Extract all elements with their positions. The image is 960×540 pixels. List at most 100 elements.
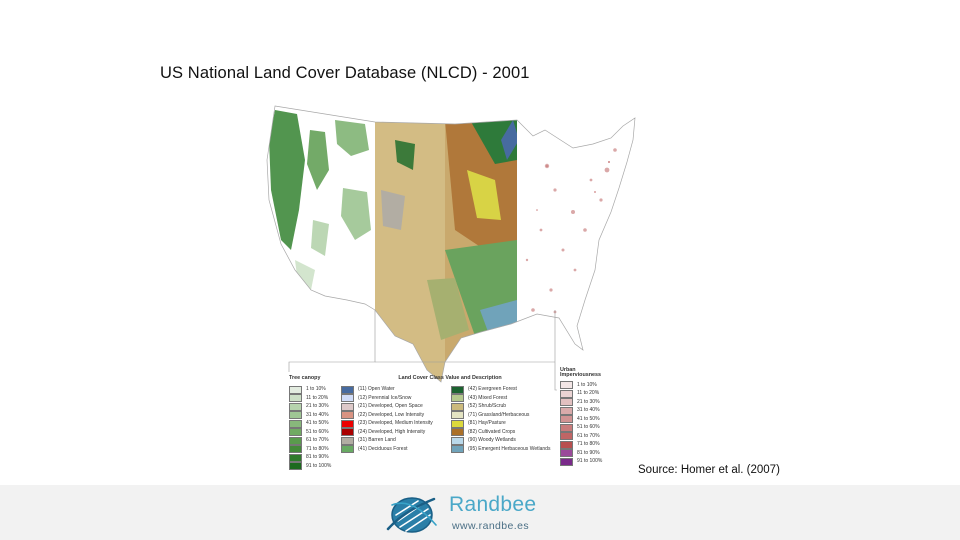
land-cover-legend-label: (82) Cultivated Crops	[468, 428, 516, 435]
land-cover-legend-item: (42) Evergreen Forest	[451, 385, 555, 394]
urban-legend-item: 81 to 90%	[560, 449, 602, 458]
land-cover-legend-item: (43) Mixed Forest	[451, 394, 555, 403]
urban-legend-swatch	[560, 398, 573, 407]
urban-imperviousness-legend: Urban Imperviousness 1 to 10% 11 to 20% 21…	[560, 367, 602, 466]
land-cover-legend-item: (52) Shrub/Scrub	[451, 402, 555, 411]
urban-legend-item: 51 to 60%	[560, 423, 602, 432]
land-cover-legend-swatch	[341, 419, 354, 428]
tree-canopy-legend-swatch	[289, 453, 302, 462]
tree-canopy-legend-label: 61 to 70%	[306, 437, 329, 444]
urban-legend-label: 51 to 60%	[577, 424, 600, 431]
tree-canopy-legend-swatch	[289, 402, 302, 411]
slide-title: US National Land Cover Database (NLCD) -…	[160, 64, 530, 82]
urban-legend-swatch	[560, 415, 573, 424]
urban-legend-title-line2: Imperviousness	[560, 372, 602, 379]
land-cover-legend-swatch	[451, 394, 464, 403]
urban-legend-label: 1 to 10%	[577, 381, 597, 388]
tree-canopy-legend-swatch	[289, 419, 302, 428]
land-cover-legend-swatch	[341, 436, 354, 445]
land-cover-legend-label: (11) Open Water	[358, 386, 395, 393]
tree-canopy-legend-label: 41 to 50%	[306, 420, 329, 427]
tree-canopy-legend-item: 61 to 70%	[289, 436, 331, 445]
tree-canopy-legend-label: 81 to 90%	[306, 454, 329, 461]
urban-legend-swatch	[560, 406, 573, 415]
tree-canopy-legend-swatch	[289, 394, 302, 403]
land-cover-legend-label: (42) Evergreen Forest	[468, 386, 517, 393]
tree-canopy-legend-label: 31 to 40%	[306, 411, 329, 418]
land-cover-legend-item: (71) Grassland/Herbaceous	[451, 411, 555, 420]
land-cover-legend-label: (22) Developed, Low Intensity	[358, 411, 425, 418]
urban-legend-swatch	[560, 423, 573, 432]
land-cover-legend: Land Cover Class Value and Description (…	[341, 375, 559, 454]
tree-canopy-legend-item: 91 to 100%	[289, 462, 331, 471]
land-cover-legend-item: (23) Developed, Medium Intensity	[341, 419, 445, 428]
tree-canopy-legend-item: 51 to 60%	[289, 428, 331, 437]
land-cover-legend-label: (24) Developed, High Intensity	[358, 428, 426, 435]
tree-canopy-legend-item: 11 to 20%	[289, 394, 331, 403]
tree-canopy-legend-label: 51 to 60%	[306, 428, 329, 435]
tree-canopy-legend-label: 91 to 100%	[306, 462, 332, 469]
urban-legend-label: 31 to 40%	[577, 407, 600, 414]
urban-legend-swatch	[560, 389, 573, 398]
urban-legend-item: 21 to 30%	[560, 398, 602, 407]
land-cover-legend-label: (43) Mixed Forest	[468, 394, 508, 401]
land-cover-legend-swatch	[451, 428, 464, 437]
tree-canopy-legend: Tree canopy 1 to 10% 11 to 20% 21 to 30% 31…	[289, 375, 331, 471]
tree-canopy-legend-label: 21 to 30%	[306, 403, 329, 410]
land-cover-legend-item: (81) Hay/Pasture	[451, 419, 555, 428]
urban-legend-swatch	[560, 449, 573, 458]
tree-canopy-legend-item: 21 to 30%	[289, 402, 331, 411]
land-cover-legend-title: Land Cover Class Value and Description	[398, 375, 502, 381]
land-cover-legend-label: (90) Woody Wetlands	[468, 437, 516, 444]
land-cover-legend-swatch	[451, 436, 464, 445]
land-cover-legend-item: (24) Developed, High Intensity	[341, 428, 445, 437]
tree-canopy-legend-label: 11 to 20%	[306, 394, 329, 401]
tree-canopy-legend-label: 1 to 10%	[306, 386, 326, 393]
land-cover-legend-swatch	[451, 445, 464, 454]
land-cover-legend-swatch	[451, 411, 464, 420]
land-cover-legend-item: (21) Developed, Open Space	[341, 402, 445, 411]
land-cover-legend-swatch	[341, 385, 354, 394]
source-citation: Source: Homer et al. (2007)	[638, 464, 780, 476]
urban-legend-label: 21 to 30%	[577, 398, 600, 405]
land-cover-legend-swatch	[341, 411, 354, 420]
land-cover-legend-swatch	[341, 394, 354, 403]
urban-legend-title-line1: Urban	[560, 367, 576, 373]
tree-canopy-legend-swatch	[289, 411, 302, 420]
land-cover-legend-item: (31) Barren Land	[341, 436, 445, 445]
brand-url[interactable]: www.randbe.es	[452, 520, 529, 532]
urban-legend-label: 11 to 20%	[577, 390, 600, 397]
urban-legend-label: 41 to 50%	[577, 415, 600, 422]
land-cover-legend-item: (82) Cultivated Crops	[451, 428, 555, 437]
tree-canopy-legend-label: 71 to 80%	[306, 445, 329, 452]
tree-canopy-legend-swatch	[289, 436, 302, 445]
urban-legend-item: 31 to 40%	[560, 406, 602, 415]
tree-canopy-legend-item: 71 to 80%	[289, 445, 331, 454]
land-cover-legend-label: (41) Deciduous Forest	[358, 445, 408, 452]
tree-canopy-legend-swatch	[289, 462, 302, 471]
map-urban-region	[517, 106, 635, 382]
land-cover-legend-label: (31) Barren Land	[358, 437, 396, 444]
land-cover-legend-swatch	[341, 428, 354, 437]
land-cover-legend-swatch	[451, 385, 464, 394]
urban-legend-label: 81 to 90%	[577, 449, 600, 456]
land-cover-legend-label: (71) Grassland/Herbaceous	[468, 411, 530, 418]
land-cover-legend-label: (21) Developed, Open Space	[358, 403, 423, 410]
urban-legend-swatch	[560, 440, 573, 449]
tree-canopy-legend-item: 1 to 10%	[289, 385, 331, 394]
tree-canopy-legend-title: Tree canopy	[289, 375, 321, 381]
urban-legend-item: 41 to 50%	[560, 415, 602, 424]
tree-canopy-legend-item: 41 to 50%	[289, 419, 331, 428]
land-cover-legend-label: (95) Emergent Herbaceous Wetlands	[468, 445, 551, 452]
tree-canopy-legend-swatch	[289, 445, 302, 454]
us-land-cover-map	[266, 105, 636, 391]
land-cover-legend-swatch	[451, 419, 464, 428]
land-cover-legend-item: (90) Woody Wetlands	[451, 436, 555, 445]
land-cover-legend-swatch	[341, 445, 354, 454]
land-cover-legend-label: (52) Shrub/Scrub	[468, 403, 507, 410]
land-cover-legend-item: (95) Emergent Herbaceous Wetlands	[451, 445, 555, 454]
tree-canopy-legend-swatch	[289, 385, 302, 394]
urban-legend-item: 61 to 70%	[560, 432, 602, 441]
land-cover-legend-swatch	[341, 402, 354, 411]
brand-name: Randbee	[449, 493, 537, 516]
